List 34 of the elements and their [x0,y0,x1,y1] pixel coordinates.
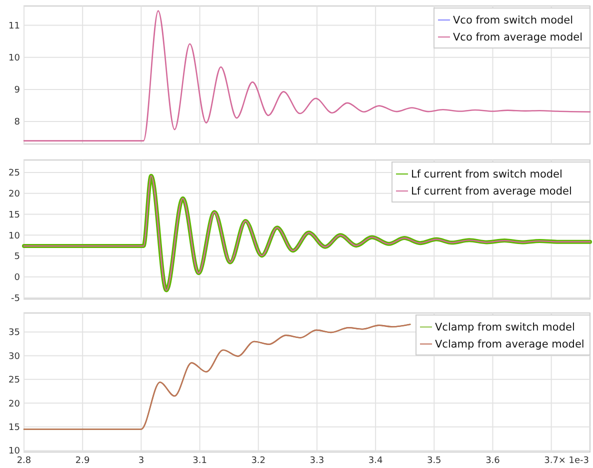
y-tick-label: 11 [8,21,20,32]
legend-label: Vco from average model [453,32,583,44]
y-tick-label: 20 [8,399,20,410]
legend-label: Lf current from average model [411,186,572,198]
x-tick-label: 3.4 [368,456,383,466]
x-tick-label: 3.1 [192,456,207,466]
x-tick-label: 2.9 [75,456,90,466]
y-tick-label: 35 [8,328,20,338]
y-tick-label: 15 [8,423,20,434]
x-axis-title: × 1e-3 [558,456,589,466]
x-tick-label: 3.6 [486,456,500,466]
legend-label: Lf current from switch model [411,168,562,181]
y-tick-label: 10 [8,231,20,242]
x-tick-label: 3.3 [310,456,324,466]
x-tick-label: 3.7 [544,456,558,466]
y-tick-label: 25 [8,376,20,386]
y-tick-label: 25 [8,168,20,179]
legend-label: Vclamp from switch model [435,322,575,334]
y-tick-label: 8 [14,118,20,128]
x-tick-label: 2.8 [16,456,32,466]
y-tick-label: 9 [14,86,20,96]
y-tick-label: 5 [14,252,20,262]
y-tick-label: -5 [11,294,20,304]
y-tick-label: 10 [8,54,20,64]
x-tick-label: 3 [138,456,144,466]
x-tick-label: 3.2 [251,456,266,466]
y-tick-label: 10 [8,446,20,457]
x-tick-label: 3.5 [426,456,442,466]
y-tick-label: 20 [8,190,20,200]
legend-label: Vclamp from average model [435,338,584,351]
y-tick-label: 15 [8,210,20,220]
y-tick-label: 30 [8,352,20,362]
y-tick-label: 0 [14,273,20,284]
legend-label: Vco from switch model [453,14,574,27]
